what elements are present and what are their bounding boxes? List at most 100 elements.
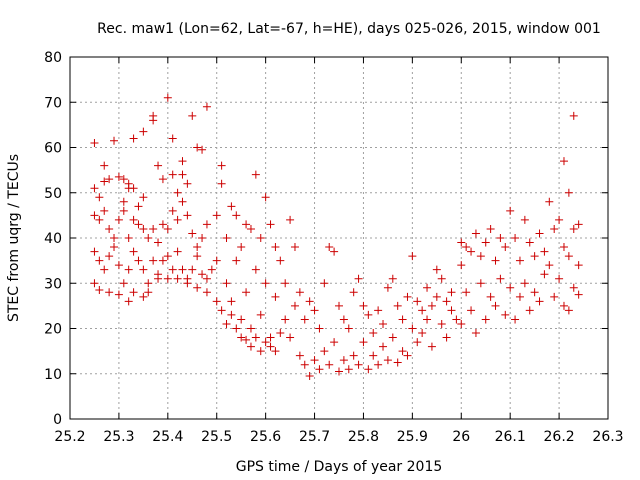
data-point: [550, 224, 559, 233]
data-point: [559, 157, 568, 166]
data-point: [398, 315, 407, 324]
data-point: [427, 301, 436, 310]
data-point: [486, 292, 495, 301]
x-tick-label: 25.4: [152, 429, 183, 445]
data-point: [388, 274, 397, 283]
data-point: [545, 197, 554, 206]
data-point: [261, 279, 270, 288]
data-point: [105, 252, 114, 261]
data-point: [119, 175, 128, 184]
data-point: [432, 265, 441, 274]
data-point: [119, 206, 128, 215]
data-point: [286, 215, 295, 224]
data-point: [90, 184, 99, 193]
data-point: [476, 252, 485, 261]
data-point: [398, 347, 407, 356]
data-point: [413, 338, 422, 347]
data-point: [506, 283, 515, 292]
axis-ticks: 25.2 25.3 25.4 25.5 25.6 25.7 25.8 25.9 26 26.1 26…: [44, 50, 623, 445]
data-point: [511, 315, 520, 324]
x-tick-label: 25.2: [54, 429, 85, 445]
y-tick-label: 10: [44, 367, 62, 383]
data-point: [124, 234, 133, 242]
x-tick-label: 25.9: [397, 429, 428, 445]
y-tick-label: 0: [53, 412, 62, 428]
data-point: [202, 102, 211, 111]
data-point: [154, 161, 163, 170]
data-point: [471, 329, 480, 338]
data-point: [193, 243, 202, 252]
data-point: [408, 324, 417, 333]
data-point: [124, 265, 133, 274]
data-point: [134, 220, 143, 229]
data-point: [173, 215, 182, 224]
data-point: [129, 288, 138, 297]
data-point: [95, 193, 104, 202]
data-point: [423, 315, 432, 324]
data-point: [168, 170, 177, 179]
data-point: [178, 157, 187, 166]
data-point: [530, 288, 539, 297]
y-tick-label: 80: [44, 50, 62, 66]
x-tick-label: 26.3: [592, 429, 623, 445]
data-point: [290, 243, 299, 252]
data-point: [139, 127, 148, 136]
data-point: [217, 161, 226, 170]
data-point: [506, 206, 515, 215]
y-tick-label: 70: [44, 95, 62, 111]
data-point: [139, 224, 148, 233]
data-point: [217, 306, 226, 315]
data-point: [246, 324, 255, 333]
data-point: [217, 179, 226, 188]
data-point: [114, 290, 123, 299]
data-point: [515, 256, 524, 265]
data-point: [256, 234, 265, 242]
data-point: [227, 202, 236, 211]
data-point: [188, 111, 197, 120]
data-point: [129, 247, 138, 256]
data-point: [222, 279, 231, 288]
chart-title: Rec. maw1 (Lon=62, Lat=-67, h=HE), days …: [97, 21, 601, 37]
data-point: [559, 301, 568, 310]
data-point: [276, 256, 285, 265]
data-point: [100, 161, 109, 170]
data-point: [110, 136, 119, 145]
data-point: [550, 292, 559, 301]
data-point: [437, 319, 446, 328]
data-point: [491, 256, 500, 265]
data-point: [305, 372, 314, 381]
data-point: [183, 279, 192, 288]
data-point: [491, 301, 500, 310]
data-point: [256, 347, 265, 356]
data-point: [158, 220, 167, 229]
data-point: [359, 301, 368, 310]
data-point: [266, 342, 275, 351]
data-point: [437, 274, 446, 283]
data-point: [129, 215, 138, 224]
data-point: [183, 211, 192, 220]
data-point: [295, 351, 304, 360]
x-tick-label: 25.7: [299, 429, 330, 445]
data-point: [564, 306, 573, 315]
data-point: [110, 234, 119, 242]
data-points: [90, 93, 583, 381]
data-point: [364, 310, 373, 319]
data-point: [276, 329, 285, 338]
data-point: [261, 193, 270, 202]
data-point: [467, 247, 476, 256]
data-point: [237, 243, 246, 252]
data-point: [364, 365, 373, 374]
data-point: [559, 243, 568, 252]
data-point: [462, 243, 471, 252]
data-point: [457, 261, 466, 270]
data-point: [427, 342, 436, 351]
data-point: [202, 274, 211, 283]
data-point: [261, 338, 270, 347]
data-point: [242, 288, 251, 297]
data-point: [335, 367, 343, 376]
data-point: [198, 270, 207, 279]
data-point: [476, 279, 485, 288]
data-point: [90, 247, 99, 256]
data-point: [408, 252, 417, 261]
